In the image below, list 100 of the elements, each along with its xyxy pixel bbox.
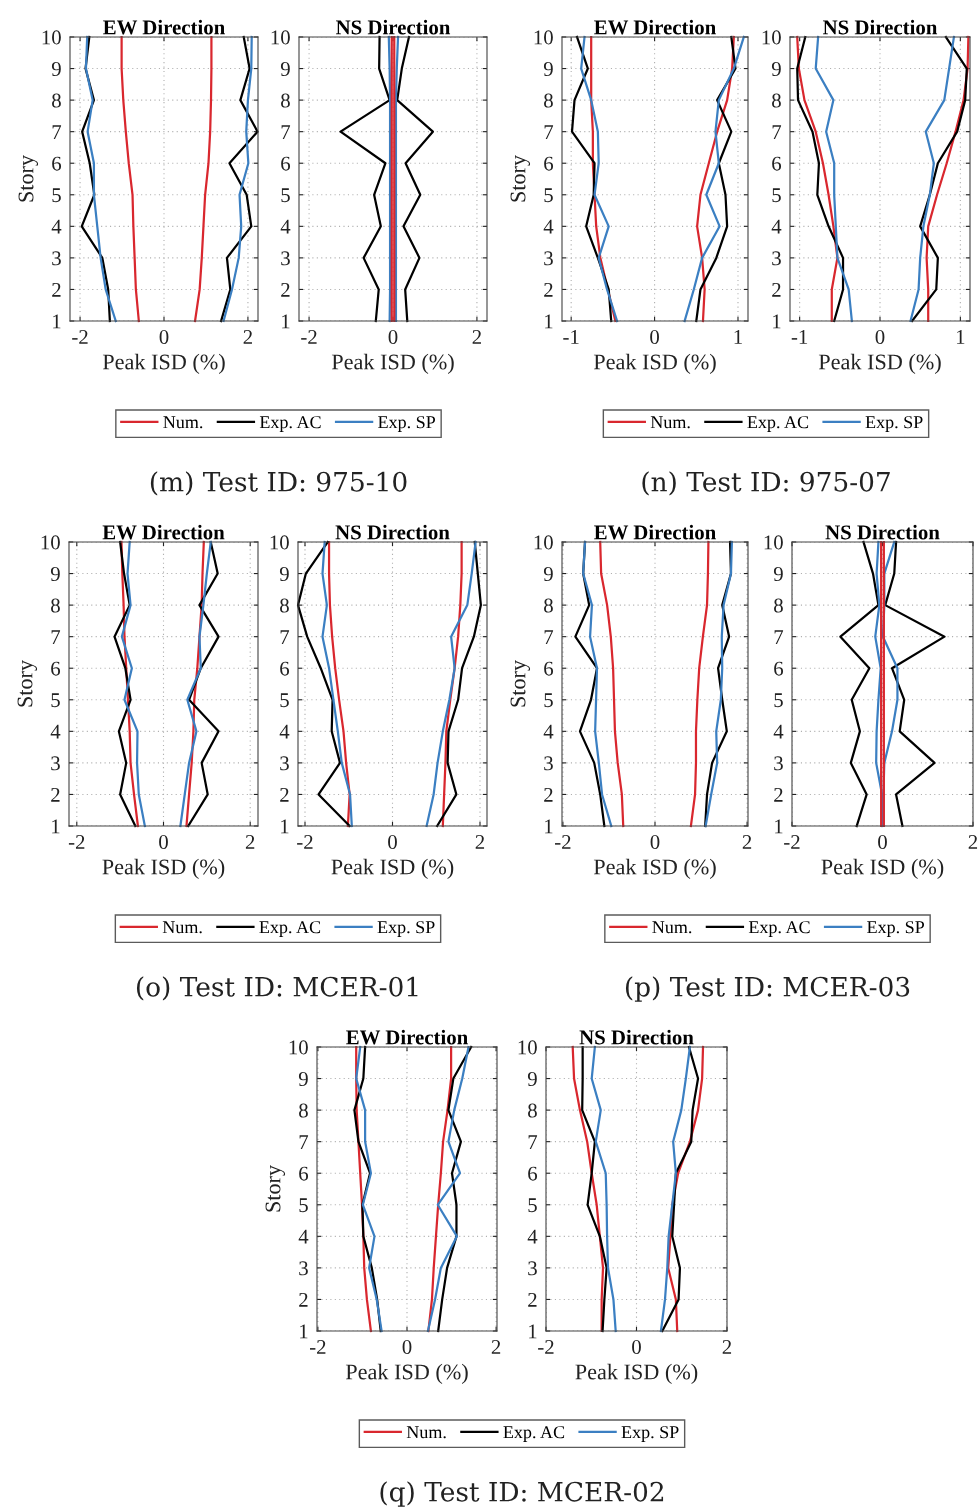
text: (m) Test ID: 975-10 xyxy=(150,471,407,496)
y-tick-label: 6 xyxy=(281,156,291,171)
y-tick-label: 5 xyxy=(544,693,553,708)
y-tick-label: 2 xyxy=(774,787,783,802)
y-tick-label: 9 xyxy=(279,566,289,581)
y-tick-label: 6 xyxy=(51,661,61,676)
y-tick-label: 9 xyxy=(543,61,553,76)
y-tick-label: 1 xyxy=(300,1324,308,1339)
chart-title: EW Direction xyxy=(346,1029,468,1045)
x-tick-label: -2 xyxy=(297,834,313,849)
x-tick-label: 2 xyxy=(491,1339,501,1354)
y-tick-label: 5 xyxy=(774,693,783,708)
chart-title: EW Direction xyxy=(594,524,716,540)
y-tick-label: 6 xyxy=(544,661,554,676)
y-tick-label: 7 xyxy=(544,630,554,644)
x-tick-label: -2 xyxy=(301,329,317,344)
y-tick-label: 4 xyxy=(50,724,61,739)
x-tick-label: -1 xyxy=(791,330,808,344)
x-axis-title: Peak ISD (%) xyxy=(331,353,454,374)
y-tick-label: 8 xyxy=(280,598,289,613)
legend-label: Exp. AC xyxy=(747,416,809,432)
y-tick-label: 4 xyxy=(543,724,554,739)
y-tick-label: 7 xyxy=(281,125,291,139)
y-tick-label: 10 xyxy=(534,535,553,550)
legend-label: Exp. AC xyxy=(748,921,810,937)
y-tick-label: 6 xyxy=(772,156,782,171)
y-tick-label: 2 xyxy=(280,787,289,802)
x-tick-label: 2 xyxy=(742,834,752,849)
y-tick-label: 8 xyxy=(52,93,61,108)
y-axis-title: Story xyxy=(18,155,39,202)
x-tick-label: -2 xyxy=(538,1339,554,1354)
x-axis-title: Peak ISD (%) xyxy=(821,858,944,879)
x-tick-label: -2 xyxy=(309,1339,326,1354)
y-tick-label: 10 xyxy=(518,1040,537,1055)
y-tick-label: 10 xyxy=(42,30,61,45)
y-tick-label: 7 xyxy=(774,630,784,644)
x-tick-label: 2 xyxy=(245,834,255,849)
y-tick-label: 1 xyxy=(281,819,289,834)
legend-label: Num. xyxy=(650,416,690,429)
y-tick-label: 4 xyxy=(279,724,290,739)
y-tick-label: 6 xyxy=(280,661,290,676)
legend-label: Exp. SP xyxy=(867,921,925,937)
x-tick-label: -2 xyxy=(555,834,571,849)
chart-title: NS Direction xyxy=(579,1029,694,1045)
x-axis-title: Peak ISD (%) xyxy=(102,858,225,879)
legend-label: Exp. AC xyxy=(259,416,321,432)
legend-label: Exp. SP xyxy=(377,921,435,937)
y-tick-label: 1 xyxy=(775,819,783,834)
y-tick-label: 9 xyxy=(298,1071,308,1086)
x-axis-title: Peak ISD (%) xyxy=(575,1363,698,1384)
y-tick-label: 6 xyxy=(774,661,784,676)
y-tick-label: 9 xyxy=(543,566,553,581)
legend-label: Exp. AC xyxy=(503,1426,565,1442)
y-axis-title: Story xyxy=(510,155,531,202)
y-tick-label: 9 xyxy=(51,61,61,76)
y-tick-label: 8 xyxy=(51,598,60,613)
y-tick-label: 8 xyxy=(772,93,781,108)
y-tick-label: 3 xyxy=(280,756,289,771)
y-tick-label: 7 xyxy=(299,1135,309,1149)
text: (n) Test ID: 975-07 xyxy=(642,471,890,496)
y-tick-label: 5 xyxy=(280,693,289,708)
chart-title: EW Direction xyxy=(594,19,716,35)
x-tick-label: 2 xyxy=(722,1339,732,1354)
y-tick-label: 5 xyxy=(299,1198,308,1213)
y-tick-label: 4 xyxy=(51,219,62,234)
y-tick-label: 10 xyxy=(289,1040,308,1055)
x-tick-label: -2 xyxy=(68,834,85,849)
chart-title: NS Direction xyxy=(335,524,450,540)
x-tick-label: 0 xyxy=(159,329,169,344)
y-tick-label: 7 xyxy=(544,125,554,139)
x-tick-label: -2 xyxy=(784,834,800,849)
y-tick-label: 10 xyxy=(764,535,783,550)
y-tick-label: 8 xyxy=(544,598,553,613)
y-tick-label: 2 xyxy=(52,282,61,297)
y-tick-label: 1 xyxy=(545,314,553,329)
y-tick-label: 6 xyxy=(528,1166,538,1181)
y-axis-title: Story xyxy=(265,1165,286,1212)
x-tick-label: 1 xyxy=(956,330,965,344)
y-tick-label: 10 xyxy=(534,30,553,45)
y-tick-label: 3 xyxy=(544,251,553,266)
x-tick-label: -1 xyxy=(563,330,579,344)
x-axis-title: Peak ISD (%) xyxy=(345,1363,468,1384)
y-tick-label: 4 xyxy=(527,1229,538,1244)
y-tick-label: 2 xyxy=(544,282,553,297)
y-tick-label: 9 xyxy=(527,1071,537,1086)
y-tick-label: 4 xyxy=(773,724,784,739)
y-tick-label: 10 xyxy=(41,535,60,550)
x-tick-label: 0 xyxy=(650,834,660,849)
y-tick-label: 2 xyxy=(544,787,553,802)
y-axis-title: Story xyxy=(17,660,38,707)
y-tick-label: 3 xyxy=(772,251,781,266)
y-tick-label: 9 xyxy=(50,566,60,581)
legend-label: Exp. SP xyxy=(378,416,436,432)
y-tick-label: 3 xyxy=(281,251,290,266)
legend-label: Num. xyxy=(652,921,692,934)
y-tick-label: 9 xyxy=(771,61,781,76)
y-axis-title: Story xyxy=(510,660,531,707)
y-tick-label: 10 xyxy=(762,30,781,45)
chart-title: NS Direction xyxy=(825,524,940,540)
y-tick-label: 2 xyxy=(299,1292,308,1307)
